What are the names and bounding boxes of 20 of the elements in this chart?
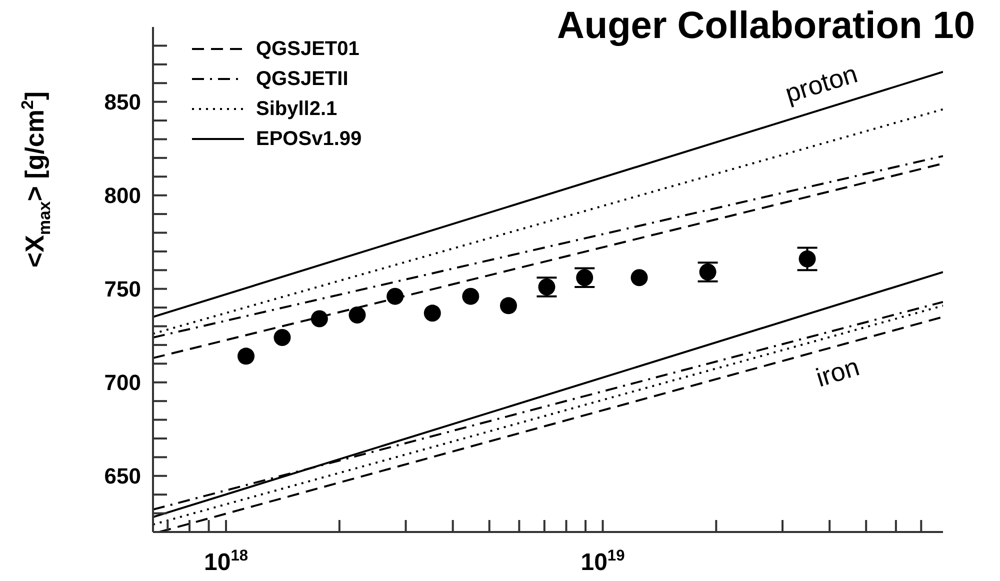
y-tick-label: 800 — [104, 183, 141, 208]
point — [348, 306, 366, 324]
point — [424, 304, 441, 322]
annotation: proton — [782, 58, 861, 109]
y-tick-label: 700 — [104, 370, 141, 396]
legend-label: EPOSv1.99 — [256, 128, 362, 150]
point — [310, 310, 328, 328]
point — [386, 288, 404, 305]
legend-label: QGSJETII — [256, 68, 348, 90]
y-tick-label: 750 — [104, 276, 141, 302]
legend-label: QGSJET01 — [256, 38, 360, 60]
chart-title: Auger Collaboration 10 — [556, 4, 975, 48]
y-axis-title: <Xmax> [g/cm2] — [18, 91, 54, 268]
point — [500, 297, 517, 314]
legend-label: Sibyll2.1 — [256, 98, 338, 120]
point — [274, 328, 291, 346]
y-tick-label: 850 — [104, 90, 141, 115]
y-tick-label: 650 — [104, 464, 141, 489]
point — [462, 288, 480, 305]
annotation: iron — [812, 351, 863, 393]
